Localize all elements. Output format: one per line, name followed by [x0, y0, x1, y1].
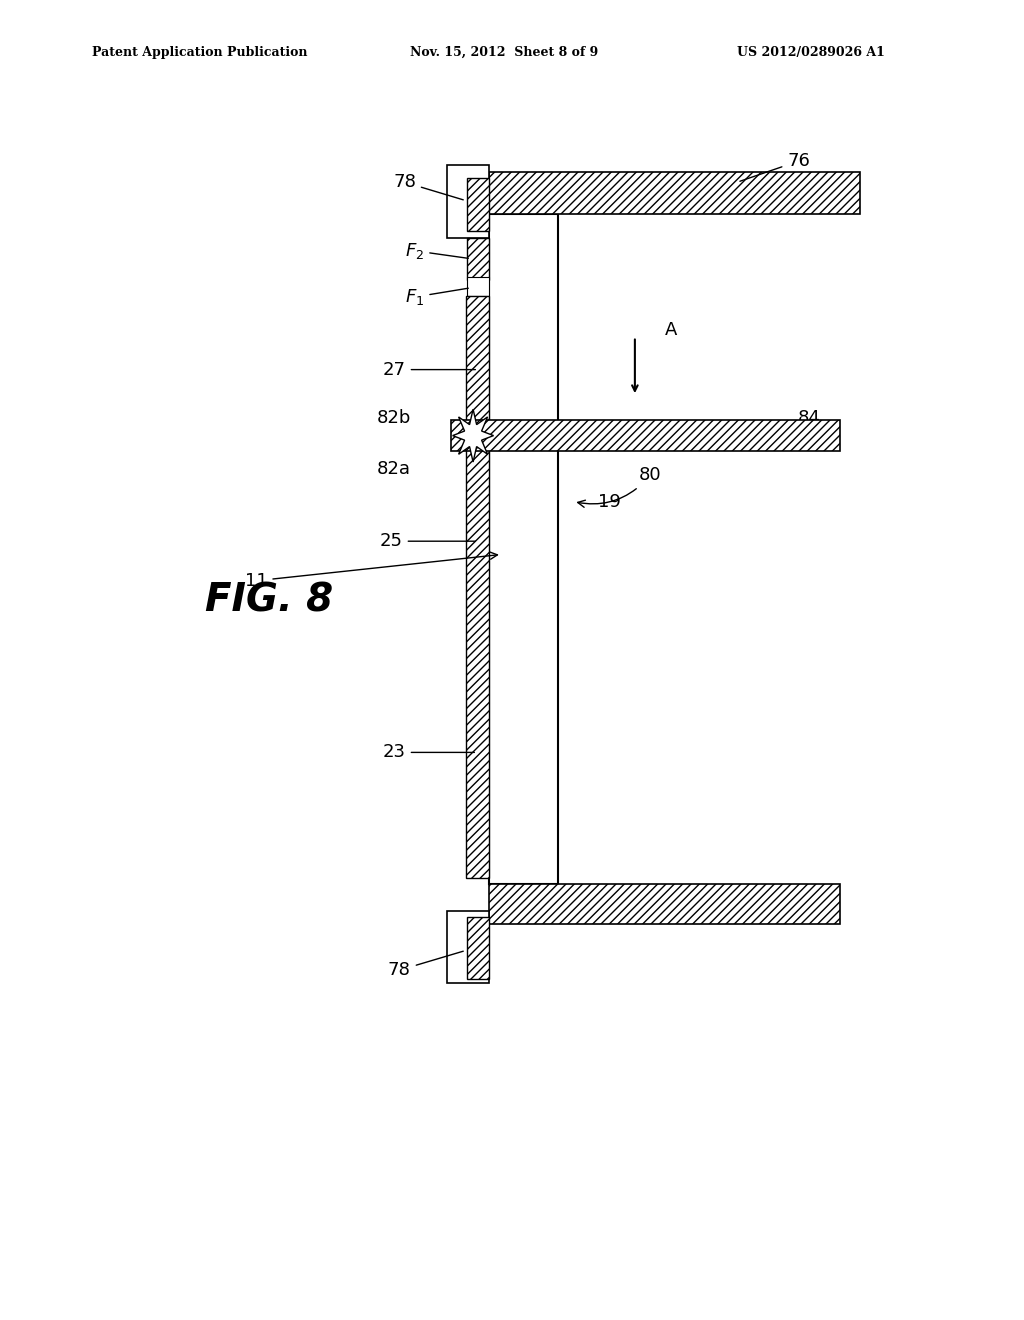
Text: 86: 86 — [617, 422, 672, 442]
Bar — [467, 238, 489, 280]
Text: 82b: 82b — [377, 409, 412, 428]
Text: $F_1$: $F_1$ — [406, 286, 468, 308]
Text: 27: 27 — [383, 360, 475, 379]
Bar — [466, 528, 489, 586]
Bar — [466, 586, 489, 645]
Bar — [466, 354, 489, 412]
Text: 76: 76 — [740, 152, 810, 181]
Text: $F_2$: $F_2$ — [406, 240, 468, 261]
Text: 78: 78 — [388, 952, 463, 979]
Polygon shape — [453, 409, 494, 462]
Text: 84: 84 — [798, 409, 820, 433]
Text: 78: 78 — [393, 173, 463, 199]
Bar — [467, 178, 489, 231]
Bar — [466, 704, 489, 762]
Text: 25: 25 — [380, 532, 475, 550]
Bar — [466, 820, 489, 878]
Text: 23: 23 — [383, 743, 474, 762]
Bar — [447, 911, 489, 983]
Text: FIG. 8: FIG. 8 — [205, 582, 333, 619]
Bar — [466, 296, 489, 878]
Bar — [467, 917, 489, 979]
Bar — [489, 884, 840, 924]
Text: Nov. 15, 2012  Sheet 8 of 9: Nov. 15, 2012 Sheet 8 of 9 — [410, 46, 598, 59]
Text: 82a: 82a — [377, 459, 412, 478]
Bar — [466, 645, 489, 704]
Text: Patent Application Publication: Patent Application Publication — [92, 46, 307, 59]
Bar — [447, 165, 489, 238]
Text: US 2012/0289026 A1: US 2012/0289026 A1 — [737, 46, 885, 59]
Bar — [489, 214, 558, 884]
Text: 11: 11 — [245, 552, 498, 590]
Text: A: A — [665, 321, 677, 339]
Bar — [451, 420, 840, 451]
Bar — [466, 470, 489, 528]
Bar — [489, 172, 860, 214]
Text: 19: 19 — [598, 492, 621, 511]
Bar — [467, 277, 489, 296]
Bar — [466, 762, 489, 820]
Bar — [466, 296, 489, 354]
Text: 80: 80 — [578, 466, 662, 507]
Bar — [466, 412, 489, 470]
